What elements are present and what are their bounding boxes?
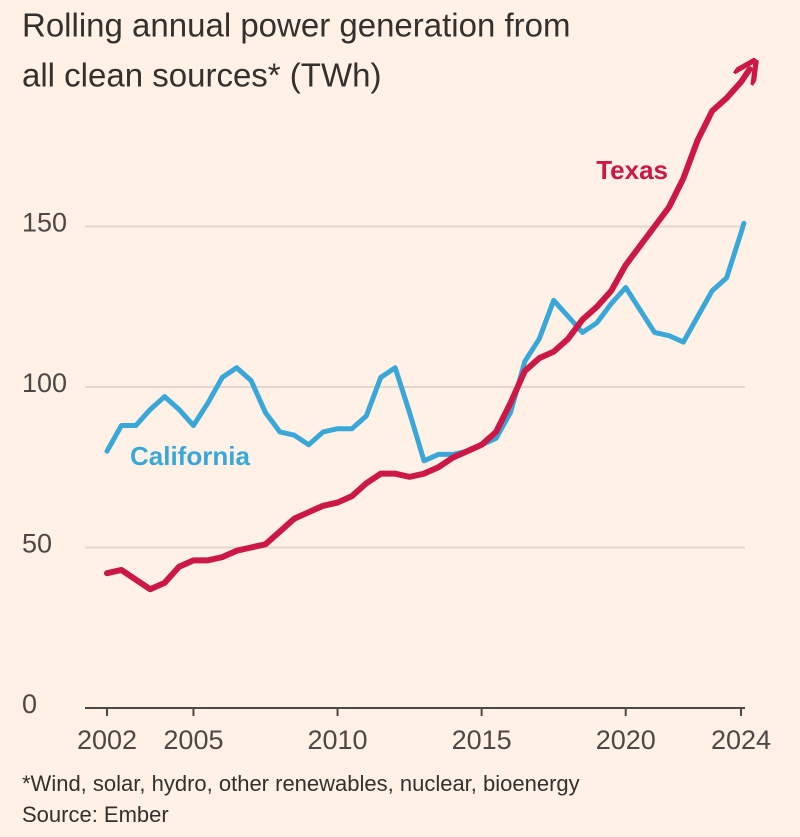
series-line: [104, 69, 750, 593]
x-tick-label: 2005: [163, 725, 223, 755]
y-tick-label: 150: [22, 208, 67, 238]
series-label: California: [130, 441, 250, 471]
source: Source: Ember: [22, 802, 169, 827]
footnote: *Wind, solar, hydro, other renewables, n…: [22, 771, 580, 796]
y-tick-label: 50: [22, 529, 52, 559]
x-tick-label: 2002: [77, 725, 137, 755]
x-tick-label: 2020: [596, 725, 656, 755]
chart-title: all clean sources* (TWh): [22, 57, 381, 94]
x-tick-label: 2010: [308, 725, 368, 755]
x-tick-label: 2015: [452, 725, 512, 755]
series-label: Texas: [596, 155, 668, 185]
chart-title: Rolling annual power generation from: [22, 7, 571, 44]
y-tick-label: 0: [22, 689, 37, 719]
x-tick-label: 2024: [711, 725, 771, 755]
y-tick-label: 100: [22, 368, 67, 398]
series-line: [104, 220, 747, 464]
